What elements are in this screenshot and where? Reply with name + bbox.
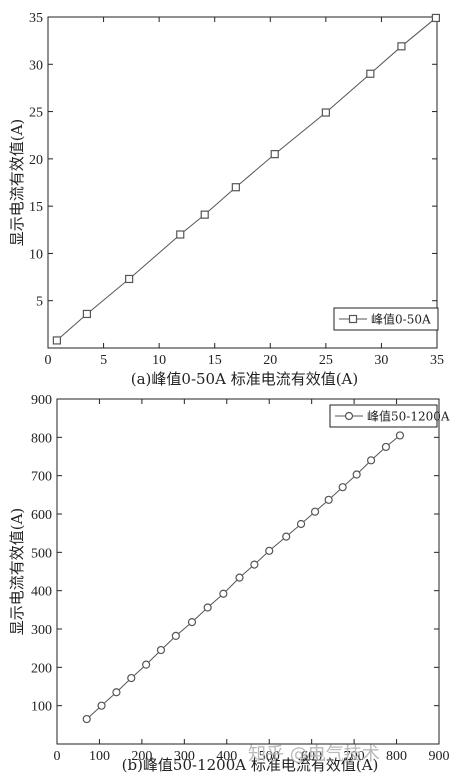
plot-frame <box>47 16 438 349</box>
data-point <box>82 309 92 319</box>
data-point <box>127 673 136 683</box>
data-point <box>82 714 91 724</box>
data-point <box>352 470 361 479</box>
y-tick-label: 35 <box>29 11 43 26</box>
data-point <box>310 507 320 516</box>
data-point <box>176 230 185 239</box>
data-point <box>282 532 291 541</box>
x-tick-label: 5 <box>100 353 107 368</box>
x-axis-label: (a)峰值0-50A 标准电流有效值(A) <box>131 370 358 388</box>
x-tick-label: 100 <box>89 749 110 764</box>
legend-label: 峰值0-50A <box>371 312 431 327</box>
x-tick-label: 900 <box>429 749 450 764</box>
data-point <box>338 483 347 492</box>
data-point <box>366 69 375 78</box>
x-axis-label: (b)峰值50-1200A 标准电流有效值(A) <box>122 756 379 774</box>
data-point <box>265 546 274 555</box>
data-point <box>156 645 166 655</box>
data-point <box>431 13 440 23</box>
y-tick-label: 10 <box>29 247 43 262</box>
x-tick-label: 0 <box>54 749 61 764</box>
x-tick-label: 200 <box>131 749 152 764</box>
data-point <box>203 603 212 612</box>
x-tick-label: 600 <box>301 749 322 764</box>
legend-label: 峰值50-1200A <box>367 409 450 424</box>
chart-b: 0 100 200 300 400 500 600 700 800 900 100 200 300 400… <box>8 393 450 774</box>
legend-box <box>329 404 438 428</box>
x-tick-label: 0 <box>45 353 52 368</box>
x-tick-label: 500 <box>259 749 280 764</box>
data-point <box>52 336 61 345</box>
data-point <box>321 108 330 117</box>
x-tick-label: 800 <box>386 749 407 764</box>
data-point <box>231 183 240 192</box>
series-line <box>56 17 437 341</box>
x-tick-label: 30 <box>374 353 388 368</box>
data-point <box>395 431 405 440</box>
y-tick-label: 100 <box>31 700 52 715</box>
y-tick-label: 900 <box>31 393 52 408</box>
plot-frame <box>56 398 440 745</box>
x-tick-label: 25 <box>319 353 333 368</box>
y-tick-label: 25 <box>29 106 43 121</box>
y-tick-label: 500 <box>31 546 52 561</box>
legend-marker <box>344 411 354 421</box>
y-axis-label: 显示电流有效值(A) <box>8 119 26 247</box>
x-tick-label: 10 <box>152 353 166 368</box>
data-point <box>366 456 376 465</box>
data-point <box>142 660 151 669</box>
data-point <box>324 495 333 504</box>
y-tick-label: 800 <box>31 431 52 446</box>
x-tick-label: 700 <box>344 749 365 764</box>
chart-a: 0 5 10 15 20 25 30 35 5 10 15 20 25 30 35 (a)峰值0-50A 标准… <box>8 11 444 388</box>
data-point <box>270 150 279 159</box>
data-point <box>235 573 244 582</box>
y-tick-label: 30 <box>29 58 43 73</box>
y-tick-label: 600 <box>31 508 52 523</box>
y-tick-label: 300 <box>31 623 52 638</box>
data-point <box>381 442 391 452</box>
x-tick-label: 300 <box>174 749 195 764</box>
x-tick-label: 35 <box>430 353 444 368</box>
data-point <box>171 631 180 641</box>
legend-box <box>333 307 439 331</box>
data-point <box>296 519 306 529</box>
data-point <box>187 617 197 627</box>
legend-marker <box>348 314 358 324</box>
watermark: 知乎 @电气技术 <box>248 744 380 765</box>
data-point <box>97 701 106 710</box>
y-tick-label: 200 <box>31 661 52 676</box>
data-point <box>112 688 121 697</box>
x-tick-label: 400 <box>216 749 237 764</box>
series-line <box>86 435 401 720</box>
x-tick-label: 20 <box>263 353 277 368</box>
data-point <box>397 42 406 51</box>
y-tick-label: 400 <box>31 585 52 600</box>
data-point <box>250 560 259 569</box>
y-tick-label: 15 <box>29 200 43 215</box>
data-point <box>219 589 228 598</box>
y-tick-label: 5 <box>36 295 43 310</box>
x-tick-label: 15 <box>208 353 222 368</box>
y-axis-label: 显示电流有效值(A) <box>8 508 26 636</box>
data-point <box>125 274 134 284</box>
y-tick-label: 700 <box>31 470 52 485</box>
y-tick-label: 20 <box>29 153 43 168</box>
data-point <box>200 210 209 219</box>
